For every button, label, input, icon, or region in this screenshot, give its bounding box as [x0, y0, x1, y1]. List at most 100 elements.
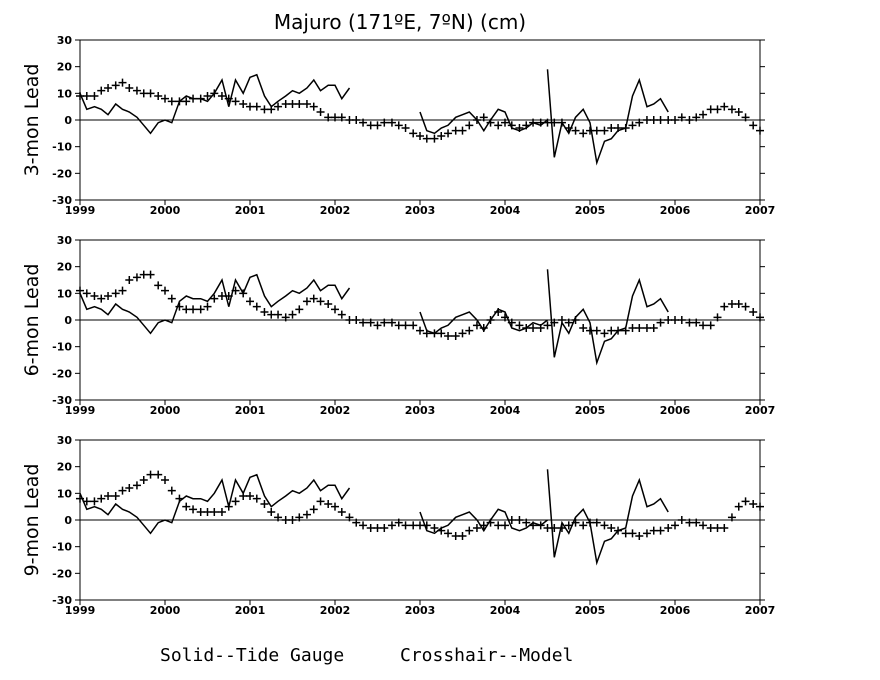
model-point — [104, 492, 113, 500]
model-point — [324, 300, 333, 308]
x-tick-label: 2004 — [490, 404, 521, 417]
model-point — [366, 524, 375, 532]
model-point — [600, 521, 609, 530]
model-point — [337, 113, 346, 122]
model-point — [309, 102, 318, 111]
model-point — [501, 118, 509, 127]
model-point — [409, 129, 418, 138]
x-tick-label: 2000 — [150, 404, 181, 417]
model-point — [458, 126, 467, 135]
model-point — [571, 518, 580, 527]
model-point — [409, 521, 418, 530]
tide-gauge-line — [79, 273, 351, 335]
model-point — [656, 526, 665, 535]
model-point — [224, 292, 233, 300]
model-point — [536, 521, 545, 530]
model-point — [592, 326, 601, 335]
model-point — [451, 532, 460, 540]
model-point — [451, 332, 460, 340]
model-point — [501, 521, 509, 530]
model-point — [182, 502, 191, 511]
model-point — [154, 92, 163, 100]
model-point — [146, 470, 155, 479]
model-point — [302, 297, 311, 306]
y-tick-label: -30 — [52, 394, 72, 407]
y-tick-label: 10 — [57, 87, 73, 100]
model-point — [472, 524, 481, 532]
model-point — [579, 129, 588, 138]
model-point — [621, 326, 630, 335]
model-point — [409, 321, 418, 330]
model-point — [720, 302, 729, 311]
model-point — [345, 513, 354, 522]
model-point — [579, 521, 588, 530]
model-point — [274, 513, 283, 522]
model-point — [486, 518, 495, 527]
model-point — [501, 313, 509, 322]
model-point — [444, 129, 453, 138]
model-point — [529, 118, 538, 127]
model-point — [295, 100, 304, 108]
model-point — [430, 134, 439, 143]
model-point — [252, 302, 261, 311]
model-point — [635, 324, 644, 332]
model-point — [529, 324, 538, 332]
x-tick-label: 2003 — [405, 204, 436, 217]
model-point — [614, 124, 623, 132]
model-point — [373, 321, 382, 330]
model-point — [465, 526, 474, 535]
model-point — [394, 121, 403, 130]
model-point — [536, 324, 545, 332]
model-point — [628, 121, 637, 130]
model-point — [352, 316, 361, 324]
model-point — [543, 524, 552, 532]
model-point — [267, 105, 276, 114]
model-point — [76, 494, 84, 503]
model-point — [76, 92, 84, 100]
model-point — [557, 524, 566, 532]
model-point — [621, 529, 630, 538]
model-point — [387, 521, 396, 530]
model-point — [756, 502, 764, 511]
model-point — [161, 94, 169, 103]
model-point — [111, 492, 120, 500]
model-point — [288, 100, 297, 108]
model-point — [635, 118, 644, 127]
model-point — [189, 505, 198, 514]
x-tick-label: 2002 — [320, 404, 351, 417]
model-point — [401, 321, 410, 330]
model-point — [281, 516, 290, 524]
model-point — [649, 526, 658, 535]
model-point — [239, 492, 248, 500]
model-point — [416, 132, 424, 140]
model-point — [635, 532, 644, 540]
model-point — [203, 508, 212, 516]
model-point — [600, 329, 609, 338]
tide-gauge-line — [79, 473, 351, 535]
model-point — [359, 118, 368, 127]
model-point — [664, 524, 673, 532]
model-point — [756, 126, 764, 135]
model-point — [118, 286, 127, 295]
tide-gauge-line — [546, 269, 669, 366]
model-point — [345, 116, 354, 124]
model-point — [706, 105, 715, 114]
model-point — [486, 118, 495, 127]
model-point — [550, 524, 559, 532]
x-tick-label: 2007 — [745, 404, 776, 417]
y-tick-label: 20 — [57, 461, 73, 474]
model-point — [685, 318, 694, 327]
model-point — [592, 126, 601, 135]
y-tick-label: -10 — [52, 141, 72, 154]
model-point — [394, 518, 403, 527]
model-point — [217, 508, 226, 516]
model-point — [224, 502, 233, 511]
model-point — [586, 126, 594, 135]
model-point — [175, 494, 184, 503]
model-point — [422, 329, 431, 338]
model-point — [217, 292, 226, 300]
x-tick-label: 1999 — [65, 404, 96, 417]
